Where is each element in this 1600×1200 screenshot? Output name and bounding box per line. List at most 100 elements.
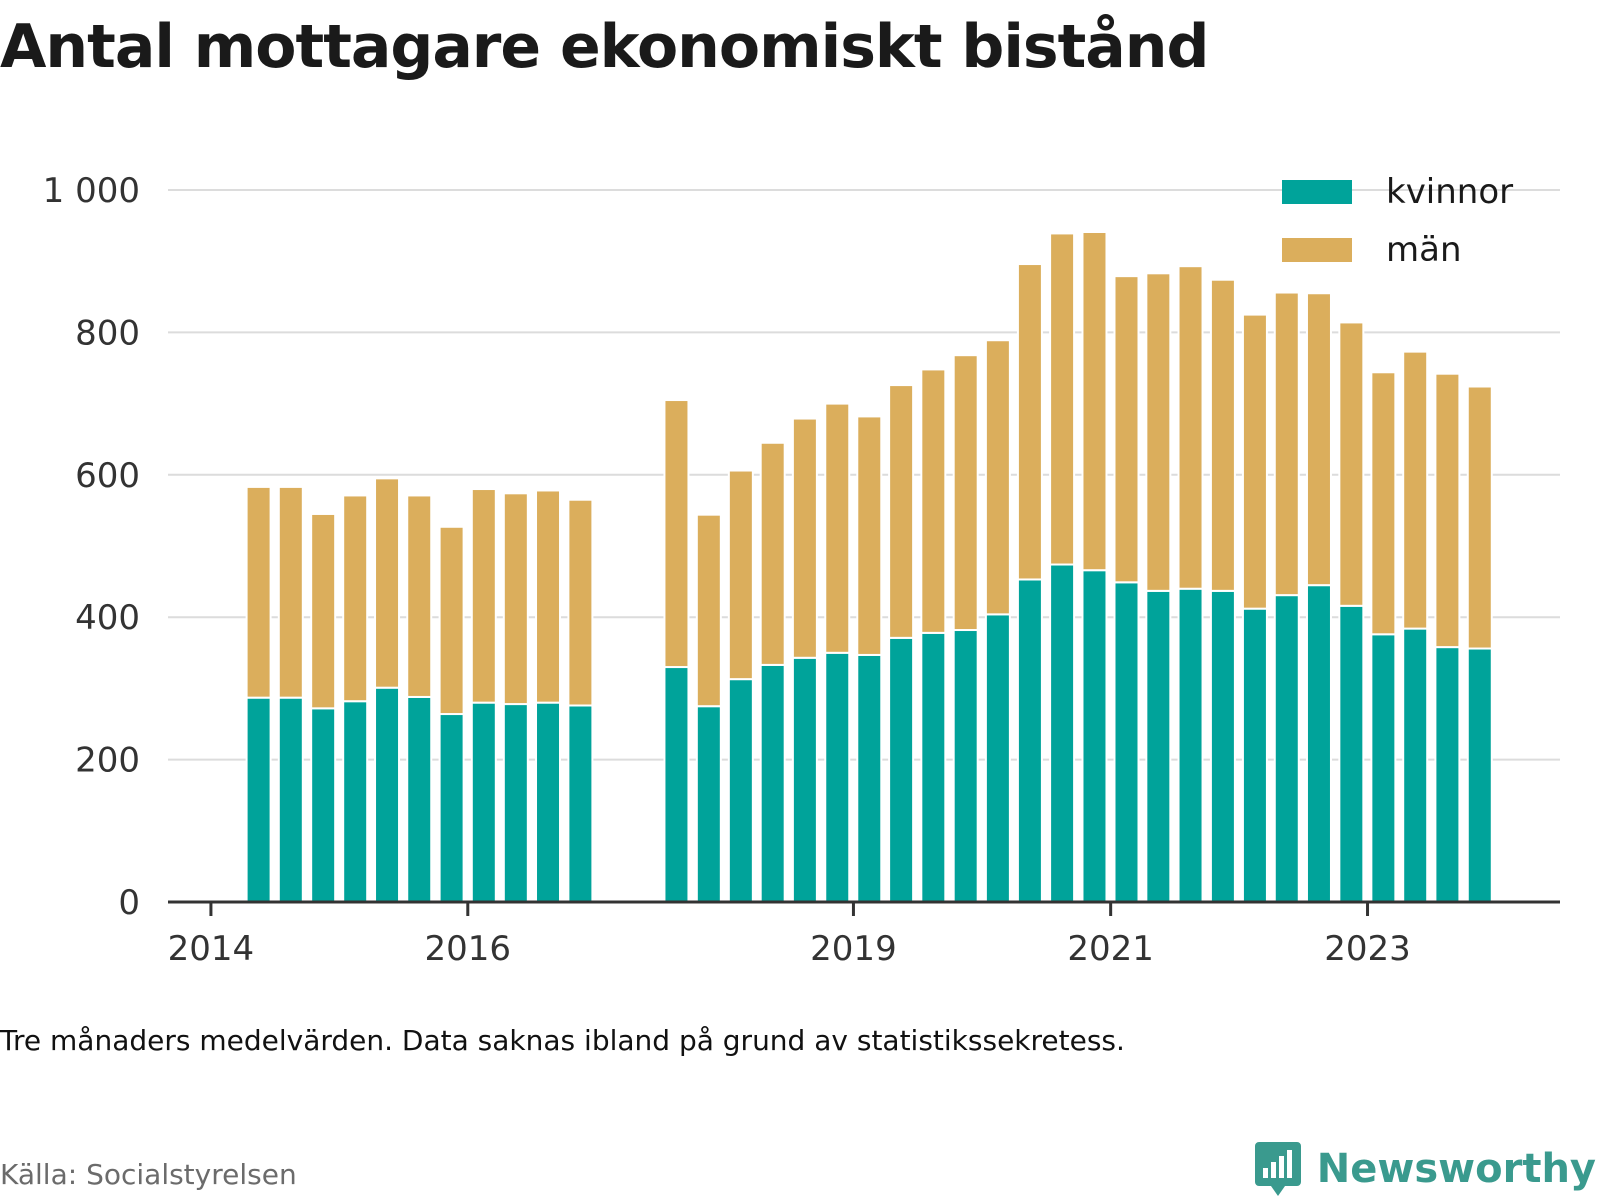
bar-man-2020-01 [984, 339, 1011, 616]
bar-man-2021-07 [1177, 265, 1204, 590]
bar-man-2021-01 [1113, 275, 1140, 584]
legend-label: kvinnor [1386, 172, 1513, 212]
bar-kvinnor-2020-10 [1081, 569, 1108, 903]
bar-man-2023-04 [1402, 350, 1429, 630]
bar-kvinnor-2017-10 [695, 705, 722, 904]
x-tick-label: 2023 [1324, 929, 1411, 969]
bar-kvinnor-2018-04 [759, 663, 786, 903]
newsworthy-logo-icon [1254, 1142, 1301, 1196]
bar-man-2022-10 [1338, 321, 1365, 607]
bar-kvinnor-2018-07 [791, 656, 818, 903]
bar-man-2019-01 [856, 415, 883, 656]
chart-title: Antal mottagare ekonomiskt bistånd [0, 12, 1209, 82]
bar-kvinnor-2015-04 [374, 686, 401, 903]
brand-logo: Newsworthy [1253, 1140, 1596, 1198]
bar-kvinnor-2021-04 [1145, 589, 1172, 903]
bar-man-2023-01 [1370, 371, 1397, 636]
legend-swatch-man [1282, 238, 1352, 262]
y-tick-label: 0 [118, 883, 140, 923]
legend: kvinnor män [1282, 172, 1513, 270]
bar-man-2021-10 [1209, 278, 1236, 592]
bar-man-2016-01 [470, 488, 497, 704]
bar-man-2015-10 [438, 525, 465, 716]
bar-kvinnor-2020-01 [984, 613, 1011, 903]
bar-kvinnor-2023-07 [1434, 646, 1461, 903]
y-axis-ticks: 0 200 400 600 800 1 000 [43, 171, 140, 923]
bar-kvinnor-2016-04 [502, 703, 529, 904]
bar-man-2018-04 [759, 441, 786, 666]
bar-kvinnor-2021-10 [1209, 589, 1236, 903]
bar-man-2014-04 [245, 485, 272, 699]
bar-man-2023-07 [1434, 372, 1461, 649]
bar-kvinnor-2023-10 [1466, 647, 1493, 904]
bar-kvinnor-2023-01 [1370, 633, 1397, 903]
bar-man-2022-07 [1305, 292, 1332, 587]
bar-man-2019-07 [920, 368, 947, 634]
bar-kvinnor-2015-07 [406, 695, 433, 903]
bar-man-2019-04 [888, 384, 915, 639]
brand-name: Newsworthy [1316, 1146, 1596, 1192]
bar-kvinnor-2016-10 [567, 704, 594, 903]
bar-man-2017-10 [695, 513, 722, 708]
bar-man-2015-07 [406, 494, 433, 698]
bar-kvinnor-2017-07 [663, 666, 690, 903]
bar-kvinnor-2014-04 [245, 696, 272, 903]
bar-kvinnor-2015-10 [438, 713, 465, 903]
bar-kvinnor-2021-01 [1113, 581, 1140, 903]
bar-man-2014-07 [277, 485, 304, 699]
bar-man-2020-04 [1016, 263, 1043, 581]
bar-man-2016-10 [567, 498, 594, 707]
bar-kvinnor-2016-07 [535, 701, 562, 904]
bar-man-2015-04 [374, 477, 401, 689]
bar-man-2014-10 [310, 512, 337, 710]
bar-kvinnor-2018-10 [824, 651, 851, 903]
legend-swatch-kvinnor [1282, 180, 1352, 204]
bar-kvinnor-2018-01 [727, 678, 754, 903]
y-tick-label: 800 [75, 313, 140, 353]
bar-kvinnor-2021-07 [1177, 587, 1204, 903]
y-tick-label: 600 [75, 456, 140, 496]
x-tick-label: 2016 [425, 929, 512, 969]
bar-kvinnor-2022-01 [1241, 607, 1268, 903]
y-tick-label: 1 000 [43, 171, 140, 211]
x-tick-label: 2019 [810, 929, 897, 969]
bar-man-2018-07 [791, 417, 818, 659]
bar-kvinnor-2022-07 [1305, 584, 1332, 903]
bar-kvinnor-2022-10 [1338, 604, 1365, 903]
source-credit: Källa: Socialstyrelsen [0, 1158, 297, 1191]
bar-kvinnor-2019-04 [888, 636, 915, 903]
bar-kvinnor-2020-04 [1016, 578, 1043, 903]
bar-man-2021-04 [1145, 272, 1172, 592]
bar-kvinnor-2023-04 [1402, 627, 1429, 903]
bar-man-2020-07 [1049, 232, 1076, 566]
x-axis: 2014 2016 2019 2021 2023 [168, 900, 1560, 969]
bar-man-2017-07 [663, 399, 690, 669]
bar-man-2018-01 [727, 469, 754, 681]
bar-man-2020-10 [1081, 231, 1108, 572]
bar-kvinnor-2019-07 [920, 631, 947, 903]
x-tick-label: 2021 [1067, 929, 1154, 969]
bar-man-2019-10 [952, 354, 979, 632]
chart-note: Tre månaders medelvärden. Data saknas ib… [0, 1024, 1125, 1057]
bar-man-2016-07 [535, 489, 562, 704]
x-tick-label: 2014 [168, 929, 255, 969]
bar-man-2023-10 [1466, 385, 1493, 650]
y-tick-label: 200 [75, 741, 140, 781]
bar-kvinnor-2019-10 [952, 629, 979, 903]
bar-kvinnor-2014-07 [277, 696, 304, 903]
bar-man-2018-10 [824, 402, 851, 654]
bar-kvinnor-2020-07 [1049, 563, 1076, 903]
bar-kvinnor-2015-01 [342, 700, 369, 903]
bar-man-2022-04 [1273, 291, 1300, 597]
bar-kvinnor-2014-10 [310, 707, 337, 903]
bar-kvinnor-2019-01 [856, 653, 883, 903]
y-tick-label: 400 [75, 598, 140, 638]
bar-man-2022-01 [1241, 313, 1268, 610]
bar-kvinnor-2016-01 [470, 701, 497, 904]
bar-man-2016-04 [502, 492, 529, 706]
legend-label: män [1386, 230, 1462, 270]
bar-kvinnor-2022-04 [1273, 594, 1300, 903]
bar-man-2015-01 [342, 494, 369, 703]
bars [245, 231, 1493, 904]
